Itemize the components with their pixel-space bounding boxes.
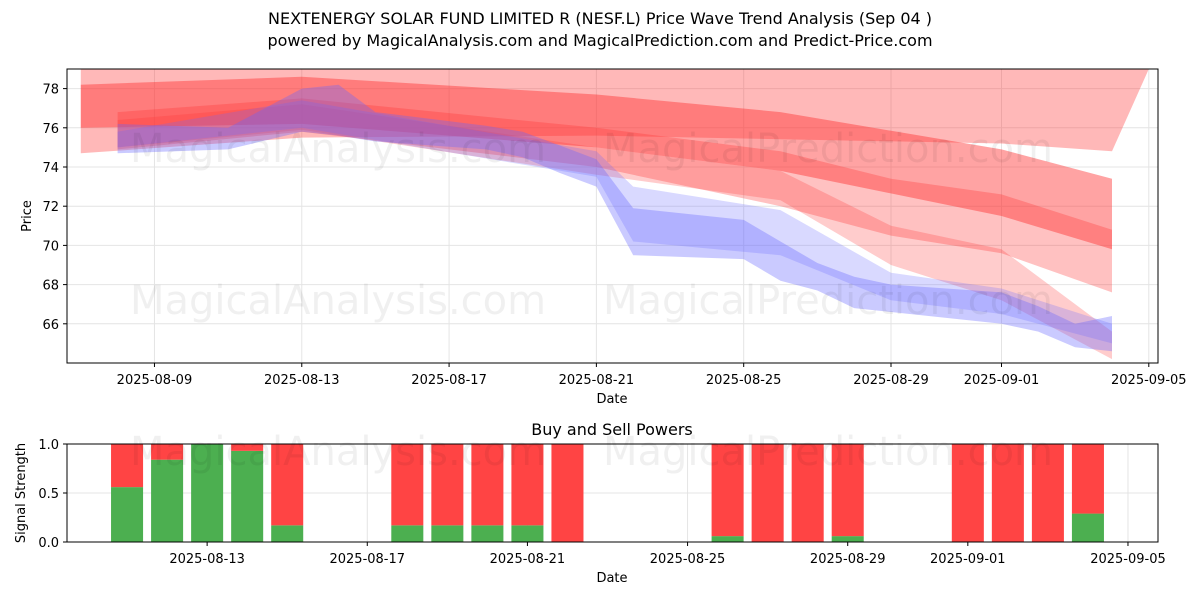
sell-bar (751, 444, 784, 542)
price-y-tick-label: 66 (42, 318, 59, 333)
price-x-ticks: 2025-08-09 2025-08-13 2025-08-17 2025-08-21… (117, 363, 1187, 388)
buy-bar (711, 536, 744, 542)
signal-x-tick-label: 2025-09-05 (1090, 552, 1166, 567)
chart-title: NEXTENERGY SOLAR FUND LIMITED R (NESF.L)… (267, 9, 933, 28)
watermark-left-3: MagicalAnalysis.com (130, 429, 546, 475)
buy-bar (391, 525, 424, 542)
price-x-tick-label: 2025-08-21 (559, 373, 635, 388)
buy-bar (151, 459, 184, 542)
price-y-label: Price (20, 200, 35, 232)
signal-x-tick-label: 2025-08-17 (329, 552, 405, 567)
signal-bars (111, 444, 1104, 542)
watermark-right-2: MagicalPrediction.com (603, 278, 1053, 324)
price-x-tick-label: 2025-08-29 (853, 373, 929, 388)
price-x-tick-label: 2025-08-13 (264, 373, 340, 388)
buy-bar (431, 525, 464, 542)
signal-x-tick-label: 2025-08-25 (650, 552, 726, 567)
price-panel: MagicalAnalysis.com MagicalPrediction.co… (20, 68, 1187, 407)
watermark-right-3: MagicalPrediction.com (603, 429, 1053, 475)
signal-x-tick-label: 2025-08-21 (490, 552, 566, 567)
signal-y-tick-label: 1.0 (38, 438, 59, 453)
signal-y-tick-label: 0.0 (38, 536, 59, 551)
price-x-tick-label: 2025-09-01 (964, 373, 1040, 388)
sell-bar (511, 444, 544, 526)
watermark-left-2: MagicalAnalysis.com (130, 278, 546, 324)
buy-bar (831, 536, 864, 542)
buy-bar (511, 525, 544, 542)
price-band-red-1 (80, 69, 1149, 154)
signal-x-tick-label: 2025-08-13 (169, 552, 245, 567)
price-x-tick-label: 2025-08-17 (411, 373, 487, 388)
sell-bar (1071, 444, 1104, 514)
price-band-blue-6 (117, 100, 1113, 344)
price-plot-frame (66, 68, 1159, 364)
buy-bar (191, 444, 224, 542)
price-band-blue-5 (117, 84, 1113, 352)
sell-bar (951, 444, 984, 542)
signal-panel: Buy and Sell Powers MagicalAnalysis.com … (14, 420, 1166, 586)
price-y-tick-label: 70 (42, 239, 59, 254)
watermark-left: MagicalAnalysis.com (130, 126, 546, 172)
sell-bar (471, 444, 504, 526)
sell-bar (791, 444, 824, 542)
sell-bar (831, 444, 864, 537)
signal-x-label: Date (596, 571, 627, 586)
buy-bar (1071, 513, 1104, 542)
sell-bar (111, 444, 144, 488)
chart-subtitle: powered by MagicalAnalysis.com and Magic… (267, 31, 933, 50)
watermark-right: MagicalPrediction.com (603, 126, 1053, 172)
sell-bar (711, 444, 744, 537)
price-band-red-2 (80, 76, 1112, 250)
price-y-ticks: 66 68 70 72 74 76 78 (42, 83, 67, 333)
price-band-red-3 (117, 98, 1113, 293)
signal-x-tick-label: 2025-08-29 (810, 552, 886, 567)
sell-bar (231, 444, 264, 451)
sell-bar (271, 444, 304, 526)
price-x-label: Date (596, 392, 627, 407)
price-bands (80, 69, 1149, 360)
price-y-tick-label: 74 (42, 161, 59, 176)
buy-bar (271, 525, 304, 542)
signal-y-label: Signal Strength (14, 443, 29, 543)
buy-bar (471, 525, 504, 542)
sell-bar (391, 444, 424, 526)
price-y-tick-label: 68 (42, 279, 59, 294)
buy-bar (111, 487, 144, 542)
price-band-red-4 (117, 104, 1113, 360)
signal-y-ticks: 0.0 0.5 1.0 (38, 438, 67, 551)
price-grid (67, 69, 1158, 363)
price-y-tick-label: 76 (42, 122, 59, 137)
price-x-tick-label: 2025-08-25 (706, 373, 782, 388)
price-y-tick-label: 78 (42, 83, 59, 98)
sell-bar (1031, 444, 1064, 542)
sell-bar (551, 444, 584, 542)
price-x-tick-label: 2025-09-05 (1111, 373, 1187, 388)
signal-x-ticks: 2025-08-13 2025-08-17 2025-08-21 2025-08-25… (169, 542, 1166, 567)
signal-y-tick-label: 0.5 (38, 487, 59, 502)
sell-bar (431, 444, 464, 526)
price-x-tick-label: 2025-08-09 (117, 373, 193, 388)
buy-bar (231, 450, 264, 542)
signal-title: Buy and Sell Powers (531, 420, 693, 439)
sell-bar (151, 444, 184, 460)
sell-bar (991, 444, 1024, 542)
price-y-tick-label: 72 (42, 200, 59, 215)
signal-x-tick-label: 2025-09-01 (930, 552, 1006, 567)
